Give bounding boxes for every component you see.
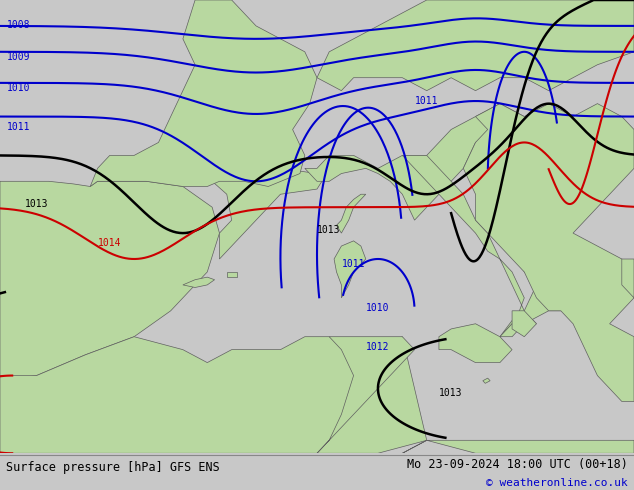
Text: 1012: 1012 xyxy=(366,342,389,352)
Polygon shape xyxy=(227,272,236,277)
Polygon shape xyxy=(207,155,322,259)
Polygon shape xyxy=(500,259,585,337)
Polygon shape xyxy=(317,0,634,91)
Polygon shape xyxy=(0,181,219,381)
Polygon shape xyxy=(512,311,536,337)
Polygon shape xyxy=(622,259,634,298)
Text: 1013: 1013 xyxy=(317,225,340,235)
Text: Mo 23-09-2024 18:00 UTC (00+18): Mo 23-09-2024 18:00 UTC (00+18) xyxy=(407,458,628,471)
Text: 1013: 1013 xyxy=(24,199,48,209)
Polygon shape xyxy=(337,194,366,233)
Polygon shape xyxy=(483,378,490,383)
Polygon shape xyxy=(403,441,634,453)
Text: 1011: 1011 xyxy=(341,259,365,269)
Polygon shape xyxy=(334,241,366,298)
Polygon shape xyxy=(183,277,214,288)
Polygon shape xyxy=(317,337,415,453)
Polygon shape xyxy=(305,103,524,220)
Text: 1014: 1014 xyxy=(98,238,121,248)
Text: 1009: 1009 xyxy=(8,51,31,62)
Polygon shape xyxy=(0,337,427,453)
Text: © weatheronline.co.uk: © weatheronline.co.uk xyxy=(486,478,628,488)
Text: 1011: 1011 xyxy=(8,122,31,131)
Polygon shape xyxy=(463,103,634,401)
Polygon shape xyxy=(439,324,512,363)
Text: 1010: 1010 xyxy=(366,303,389,313)
Polygon shape xyxy=(90,0,317,187)
Text: 1010: 1010 xyxy=(8,83,31,93)
Text: Surface pressure [hPa] GFS ENS: Surface pressure [hPa] GFS ENS xyxy=(6,462,220,474)
Text: 1013: 1013 xyxy=(439,388,462,398)
Text: 1011: 1011 xyxy=(415,96,438,106)
Polygon shape xyxy=(403,155,536,337)
Text: 1008: 1008 xyxy=(8,21,31,30)
